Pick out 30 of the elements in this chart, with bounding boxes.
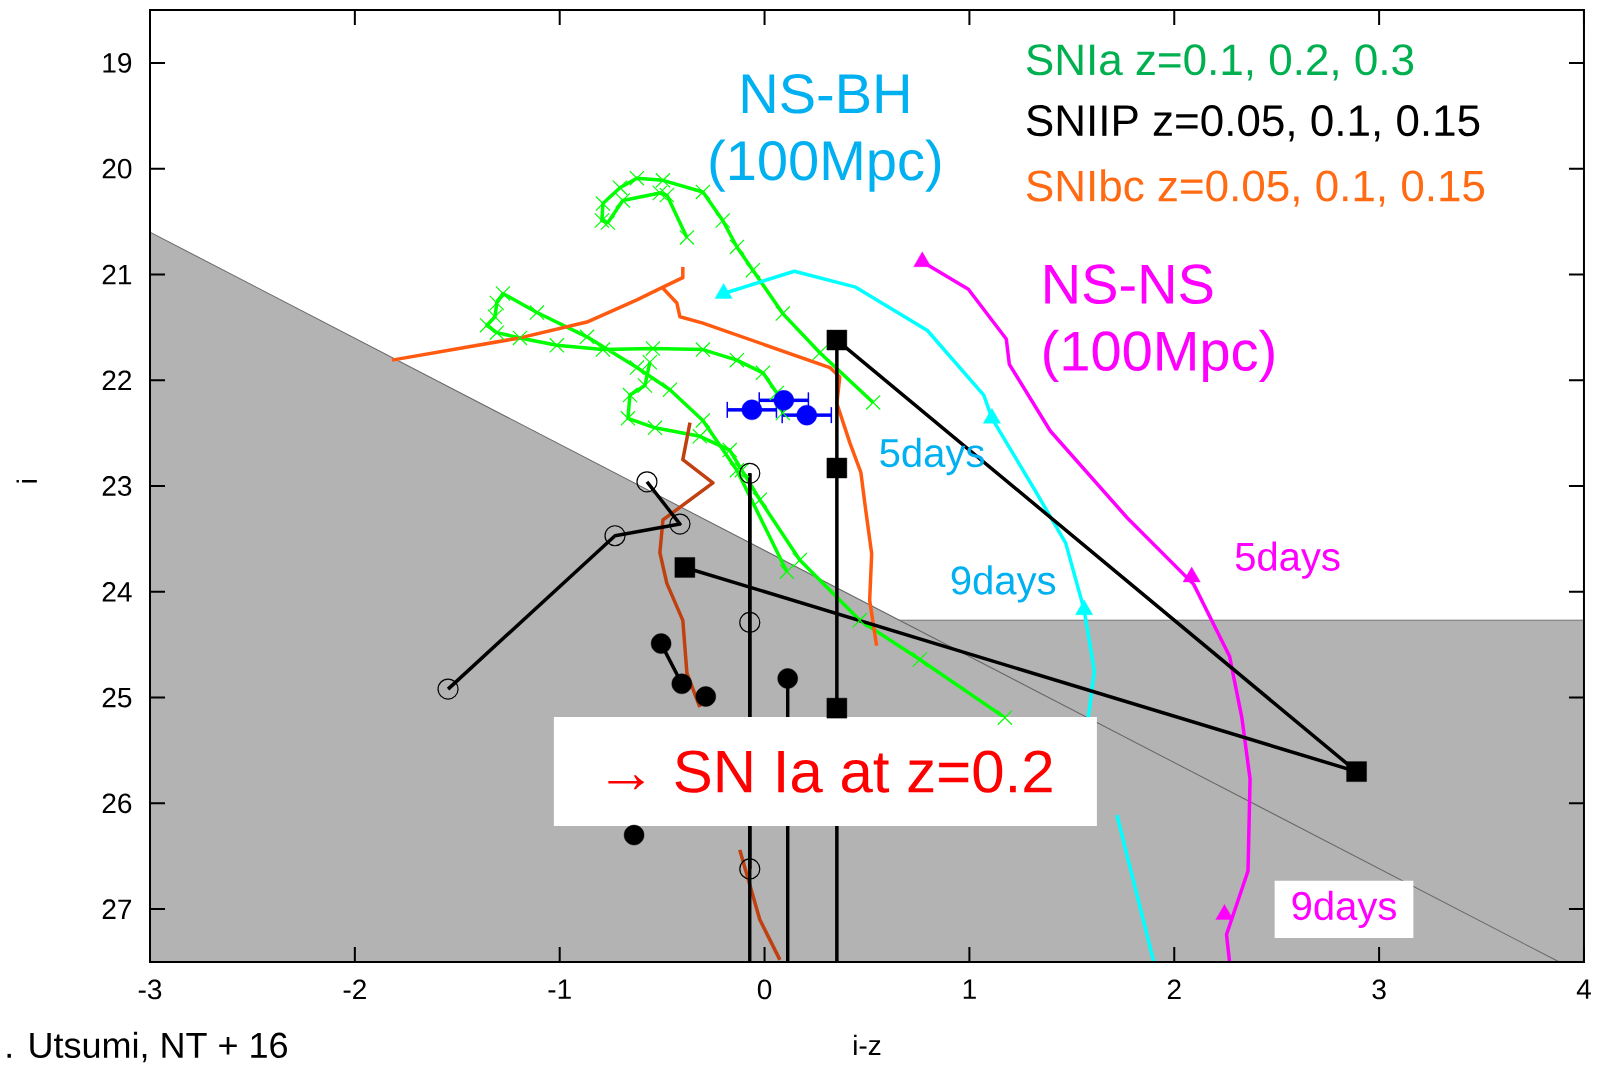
annotation: → SN Ia at z=0.2 <box>608 750 1052 793</box>
x-tick-label: 2 <box>1167 979 1181 1000</box>
y-tick-label: 21 <box>102 264 132 285</box>
y-tick-label: 20 <box>102 158 132 179</box>
text: . Utsumi, NT + 16 <box>7 1031 287 1063</box>
annotation: 9days <box>951 565 1056 603</box>
y-tick-label: 23 <box>102 476 132 496</box>
x-tick-label: 3 <box>1372 979 1386 1000</box>
x-tick-label: -3 <box>138 979 162 1000</box>
x-tick-label: -2 <box>343 979 366 1000</box>
y-tick-label: 22 <box>102 370 132 391</box>
y-axis-title: i <box>16 480 37 483</box>
y-tick-label: 25 <box>102 687 132 708</box>
y-tick-label: 27 <box>102 899 132 919</box>
annotation: SNIa z=0.1, 0.2, 0.3 <box>1026 44 1414 81</box>
x-tick-label: 4 <box>1576 979 1591 999</box>
annotation: NS-NS (100Mpc) <box>1044 264 1274 383</box>
annotation: 9days <box>1292 890 1396 929</box>
y-tick-label: 19 <box>103 52 132 73</box>
annotation: 5days <box>1235 541 1340 579</box>
annotation: NS-BH (100Mpc) <box>710 73 941 192</box>
y-tick-label: 26 <box>102 793 132 814</box>
x-tick-label: -1 <box>548 979 571 999</box>
x-axis-title: i-z <box>854 1034 881 1055</box>
annotation: SNIbc z=0.05, 0.1, 0.15 <box>1026 169 1485 207</box>
x-tick-label: 1 <box>963 979 976 999</box>
x-tick-label: 0 <box>757 979 772 1000</box>
y-tick-label: 24 <box>102 582 132 602</box>
annotation: SNIIP z=0.05, 0.1, 0.15 <box>1026 105 1480 142</box>
annotation: 5days <box>880 437 984 476</box>
